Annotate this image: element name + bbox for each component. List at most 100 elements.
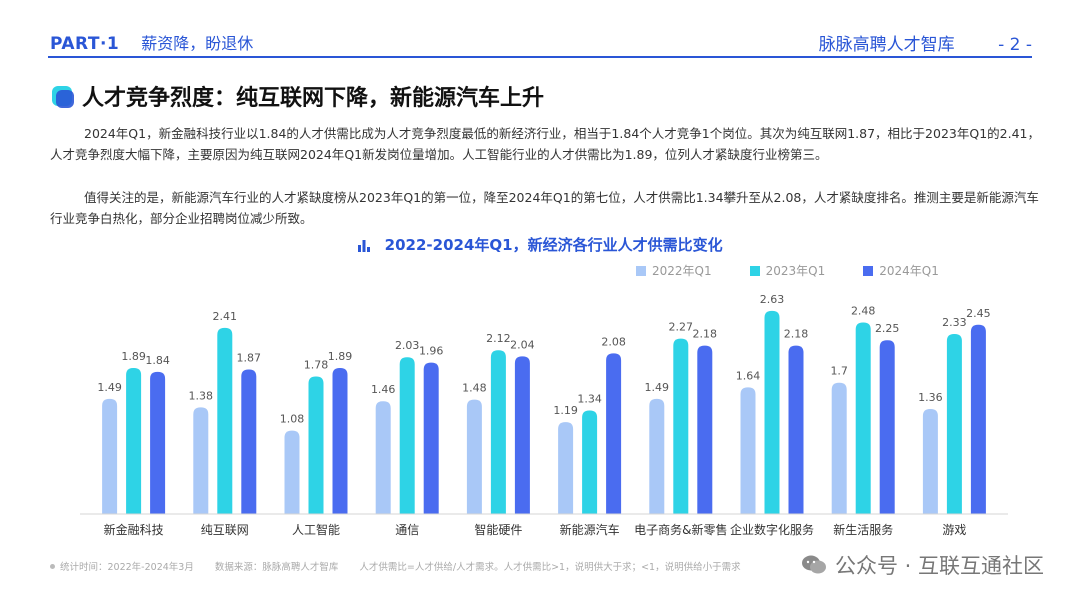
legend-label-2022: 2022年Q1 (652, 264, 712, 278)
section-bullet-icon (52, 86, 74, 108)
data-label-2024-7: 2.18 (784, 328, 809, 341)
x-tick-label-5: 新能源汽车 (560, 522, 620, 537)
bar-2023-1 (217, 327, 233, 514)
data-label-2023-6: 2.27 (669, 321, 694, 334)
data-label-2022-7: 1.64 (736, 369, 761, 382)
page-number: - 2 - (998, 35, 1032, 55)
bar-2024-2 (332, 368, 348, 514)
header-part: PART·1 薪资降，盼退休 (50, 30, 253, 54)
x-tick-label-1: 纯互联网 (201, 523, 249, 537)
data-label-2024-2: 1.89 (328, 350, 353, 363)
bar-2024-5 (606, 353, 622, 514)
x-tick-label-3: 通信 (395, 523, 419, 537)
bar-2023-9 (946, 334, 962, 514)
footer-bullet (50, 564, 55, 569)
x-tick-label-0: 新金融科技 (104, 522, 164, 537)
part-subtitle: 薪资降，盼退休 (141, 34, 254, 53)
bar-2022-3 (375, 401, 391, 514)
data-label-2023-1: 2.41 (213, 310, 238, 323)
footer-note: 人才供需比=人才供给/人才需求。人才供需比>1，说明供大于求；<1，说明供给小于… (359, 562, 741, 573)
paragraph-2: 值得关注的是，新能源汽车行业的人才紧缺度榜从2023年Q1的第一位，降至2024… (50, 190, 1039, 226)
x-tick-label-8: 新生活服务 (833, 522, 893, 537)
x-tick-label-7: 企业数字化服务 (730, 522, 814, 537)
data-label-2024-8: 2.25 (875, 322, 900, 335)
paragraph-1: 2024年Q1，新金融科技行业以1.84的人才供需比成为人才竞争烈度最低的新经济… (50, 126, 1040, 162)
part-label: PART·1 (50, 34, 120, 54)
bar-2022-9 (922, 408, 938, 514)
bar-chart-icon (358, 240, 371, 252)
footer: 统计时间：2022年-2024年3月 数据来源：脉脉高聘人才智库 人才供需比=人… (60, 559, 759, 573)
x-tick-label-9: 游戏 (942, 523, 966, 537)
bar-2024-9 (970, 324, 986, 514)
bar-2024-1 (241, 369, 257, 514)
data-label-2022-4: 1.48 (462, 382, 487, 395)
data-label-2023-8: 2.48 (851, 304, 876, 317)
legend-swatch-2023 (749, 265, 760, 276)
bar-2023-5 (582, 410, 598, 514)
header-brand-area: 脉脉高聘人才智库 - 2 - (819, 30, 1032, 55)
data-label-2023-2: 1.78 (304, 359, 329, 372)
section-title: 人才竞争烈度：纯互联网下降，新能源汽车上升 (82, 86, 545, 111)
bar-2022-8 (831, 382, 847, 514)
bar-2022-4 (466, 399, 482, 514)
bar-2024-7 (788, 345, 804, 514)
data-label-2023-7: 2.63 (760, 293, 785, 306)
data-label-2024-9: 2.45 (966, 307, 991, 320)
chart-title-text: 2022-2024年Q1，新经济各行业人才供需比变化 (384, 236, 723, 254)
bar-2024-4 (514, 356, 530, 514)
watermark: 公众号 · 互联互通社区 (800, 550, 1044, 580)
bar-2023-3 (399, 357, 415, 514)
data-label-2022-3: 1.46 (371, 383, 396, 396)
footer-source: 数据来源：脉脉高聘人才智库 (214, 562, 339, 573)
chart-legend: 2022年Q1 2023年Q1 2024年Q1 (636, 262, 939, 279)
x-tick-label-2: 人工智能 (292, 522, 340, 537)
bar-2023-7 (764, 310, 780, 514)
chart-title: 2022-2024年Q1，新经济各行业人才供需比变化 (0, 234, 1080, 255)
data-label-2022-5: 1.19 (553, 404, 578, 417)
legend-label-2023: 2023年Q1 (765, 264, 826, 278)
data-label-2023-9: 2.33 (942, 316, 967, 329)
bar-2022-7 (740, 387, 756, 514)
brand-name: 脉脉高聘人才智库 (818, 35, 955, 55)
data-label-2024-5: 2.08 (601, 335, 626, 348)
x-tick-label-6: 电子商务&新零售 (634, 522, 727, 537)
bar-2024-0 (150, 371, 166, 514)
bar-2024-3 (423, 362, 439, 514)
bar-2023-0 (126, 368, 142, 514)
data-label-2024-1: 1.87 (237, 352, 262, 365)
bar-2023-8 (855, 322, 871, 514)
watermark-text: 公众号 · 互联互通社区 (834, 554, 1044, 578)
bar-2024-6 (697, 345, 713, 514)
data-label-2022-1: 1.38 (189, 389, 214, 402)
legend-item-2022: 2022年Q1 (636, 262, 712, 279)
legend-swatch-2022 (636, 265, 646, 276)
bar-2022-5 (558, 422, 574, 514)
legend-swatch-2024 (863, 265, 874, 276)
bar-2023-6 (673, 338, 689, 514)
data-label-2024-4: 2.04 (510, 338, 535, 351)
data-label-2024-6: 2.18 (693, 328, 718, 341)
data-label-2023-5: 1.34 (577, 392, 602, 405)
data-label-2022-6: 1.49 (645, 381, 670, 394)
legend-item-2024: 2024年Q1 (863, 262, 939, 279)
data-label-2024-3: 1.96 (419, 345, 444, 358)
bar-2022-0 (102, 398, 118, 514)
bar-2024-8 (879, 340, 895, 514)
data-label-2022-9: 1.36 (918, 391, 943, 404)
legend-item-2023: 2023年Q1 (749, 262, 826, 279)
footer-stat-period: 统计时间：2022年-2024年3月 (60, 562, 194, 573)
legend-label-2024: 2024年Q1 (879, 264, 939, 278)
header-divider (48, 56, 1032, 58)
data-label-2023-0: 1.89 (121, 350, 146, 363)
bar-2022-1 (193, 407, 209, 514)
data-label-2022-0: 1.49 (97, 381, 122, 394)
bar-2022-6 (649, 398, 665, 514)
wechat-icon (801, 555, 826, 574)
data-label-2023-4: 2.12 (486, 332, 511, 345)
bar-2022-2 (284, 430, 300, 514)
data-label-2024-0: 1.84 (145, 354, 170, 367)
data-label-2022-8: 1.7 (830, 365, 848, 378)
data-label-2022-2: 1.08 (280, 413, 305, 426)
bar-2023-2 (308, 376, 324, 514)
